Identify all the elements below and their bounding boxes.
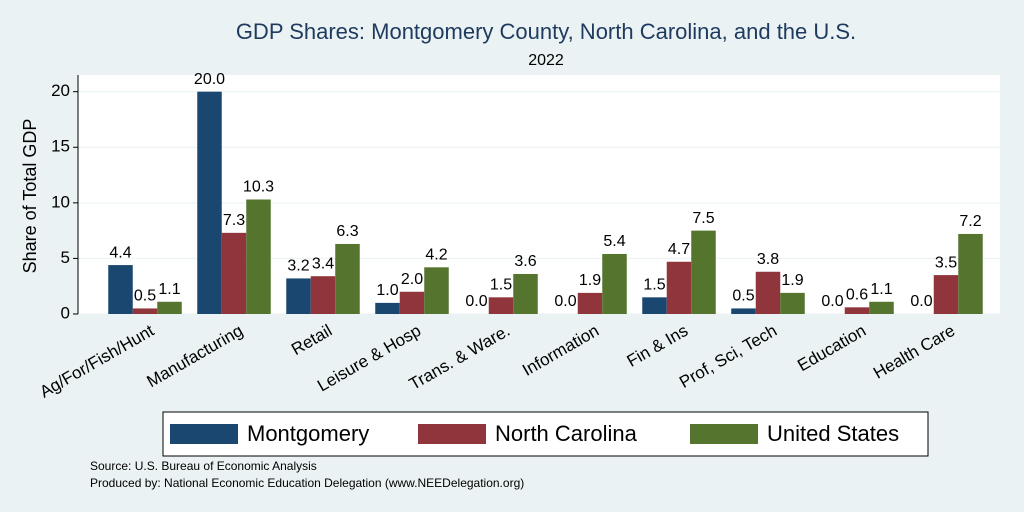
legend-swatch	[690, 424, 758, 444]
bar	[108, 265, 133, 314]
bar	[157, 301, 182, 314]
bar	[488, 297, 514, 314]
value-label: 3.8	[757, 251, 779, 268]
value-label: 6.3	[336, 223, 358, 240]
value-label: 10.3	[243, 179, 274, 196]
y-tick-label: 0	[61, 303, 70, 322]
value-label: 1.1	[870, 281, 892, 298]
value-label: 3.2	[287, 258, 309, 275]
value-label: 0.5	[134, 288, 156, 305]
source-note: Source: U.S. Bureau of Economic Analysis	[90, 459, 317, 473]
bar	[933, 275, 959, 314]
bar	[958, 233, 983, 314]
y-tick-label: 10	[51, 192, 70, 211]
bar	[221, 232, 247, 314]
bar	[513, 273, 538, 314]
bar	[132, 308, 158, 314]
value-label: 0.6	[846, 287, 868, 304]
value-label: 0.0	[465, 293, 487, 310]
value-label: 4.7	[668, 241, 690, 258]
value-label: 0.0	[821, 293, 843, 310]
value-label: 2.0	[401, 271, 423, 288]
value-label: 3.4	[312, 255, 334, 272]
bar	[666, 261, 692, 314]
value-label: 3.5	[935, 254, 957, 271]
value-label: 1.9	[579, 272, 601, 289]
value-label: 1.5	[643, 277, 665, 294]
value-label: 1.1	[158, 281, 180, 298]
bar	[424, 267, 449, 314]
value-label: 4.2	[425, 247, 447, 264]
y-tick-label: 20	[51, 81, 70, 100]
bar	[375, 302, 400, 314]
legend-swatch	[170, 424, 238, 444]
chart-title: GDP Shares: Montgomery County, North Car…	[236, 19, 856, 44]
y-tick-label: 15	[51, 137, 70, 156]
bar	[577, 292, 603, 314]
bar	[755, 271, 781, 314]
value-label: 7.5	[692, 210, 714, 227]
bar	[642, 297, 667, 314]
chart-subtitle: 2022	[528, 52, 564, 69]
bar	[399, 291, 425, 314]
y-tick-label: 5	[61, 248, 70, 267]
legend-label: North Carolina	[495, 421, 638, 446]
legend-label: United States	[767, 421, 899, 446]
value-label: 1.9	[781, 272, 803, 289]
value-label: 7.3	[223, 212, 245, 229]
value-label: 0.0	[554, 293, 576, 310]
bar	[286, 278, 311, 314]
value-label: 4.4	[109, 244, 131, 261]
bar	[869, 301, 894, 314]
value-label: 1.0	[376, 282, 398, 299]
bar	[731, 308, 756, 314]
value-label: 7.2	[959, 213, 981, 230]
value-label: 3.6	[514, 253, 536, 270]
bar	[197, 91, 222, 315]
bar	[844, 307, 870, 314]
value-label: 0.0	[910, 293, 932, 310]
legend-swatch	[418, 424, 486, 444]
legend-label: Montgomery	[247, 421, 369, 446]
legend	[162, 411, 929, 457]
bar	[246, 199, 271, 314]
credit-note: Produced by: National Economic Education…	[90, 476, 524, 490]
bar	[691, 230, 716, 314]
bar	[335, 243, 360, 314]
y-axis-label: Share of Total GDP	[20, 119, 40, 274]
value-label: 1.5	[490, 277, 512, 294]
bar	[310, 276, 336, 314]
bar	[602, 253, 627, 314]
value-label: 0.5	[732, 288, 754, 305]
value-label: 20.0	[194, 71, 225, 88]
value-label: 5.4	[603, 233, 625, 250]
bar	[780, 292, 805, 314]
